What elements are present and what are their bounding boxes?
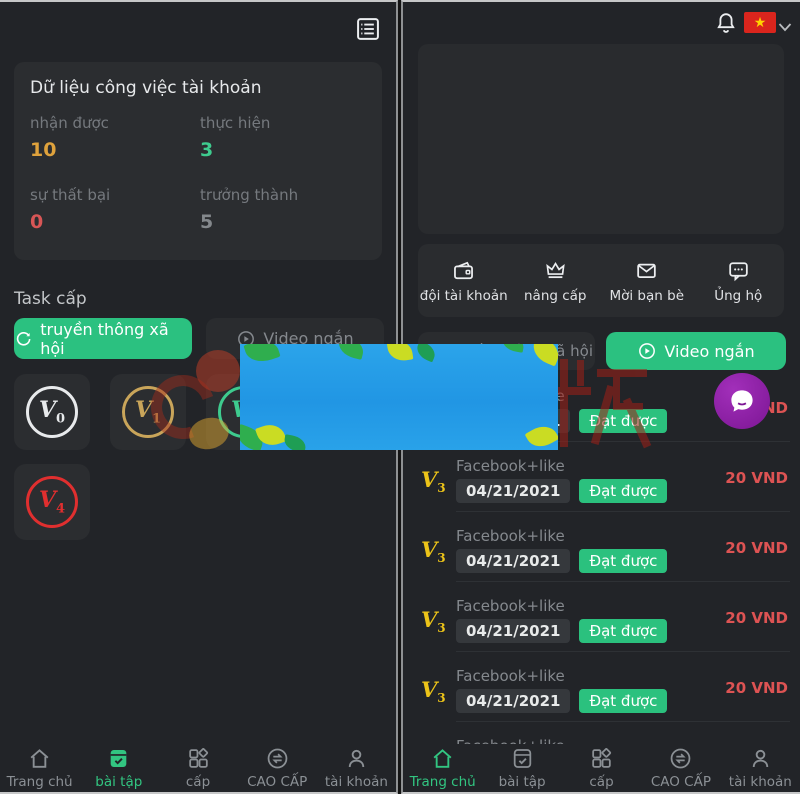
task-row[interactable]: V3 Facebook+like 04/21/2021 Đạt được 20 …: [418, 597, 790, 667]
task-amount: 20 VND: [725, 609, 788, 627]
nav-premium[interactable]: CAO CẤP: [238, 744, 317, 792]
leaf-icon: [386, 344, 414, 363]
leaf-icon: [336, 344, 366, 360]
task-status-badge[interactable]: Đạt được: [579, 479, 668, 503]
task-date: 04/21/2021: [456, 689, 571, 713]
tab-short-video[interactable]: Video ngắn: [606, 332, 786, 370]
wallet-icon: [454, 261, 474, 279]
nav-account[interactable]: tài khoản: [317, 744, 396, 792]
star-icon: ★: [753, 14, 767, 31]
tab-social-media[interactable]: truyền thông xã hội: [14, 318, 192, 359]
chat-bubble-icon: [731, 390, 753, 412]
action-support[interactable]: Ủng hộ: [693, 258, 785, 304]
user-icon: [348, 749, 365, 768]
row-divider: [456, 721, 790, 722]
tasks-icon: [110, 749, 127, 768]
tasks-icon: [513, 749, 531, 768]
task-status-badge[interactable]: Đạt được: [579, 409, 668, 433]
v3-level-icon: V3: [421, 467, 446, 496]
mail-icon: [637, 263, 656, 278]
v3-level-icon: V3: [421, 537, 446, 566]
task-row[interactable]: V3 Facebook+like 04/21/2021 Đạt được 20 …: [418, 527, 790, 597]
v3-level-icon: V3: [421, 607, 446, 636]
chat-icon: [729, 261, 748, 281]
chat-fab-button[interactable]: [714, 373, 770, 429]
right-bottom-nav: Trang chủ bài tập cấp: [403, 744, 800, 792]
task-status-badge[interactable]: Đạt được: [579, 689, 668, 713]
task-amount: 20 VND: [725, 469, 788, 487]
nav-tasks[interactable]: bài tập: [79, 744, 158, 792]
user-icon: [752, 749, 769, 768]
v0-badge-icon: V0: [26, 386, 78, 438]
overlay-image: [240, 344, 558, 450]
action-invite-friends[interactable]: Mời bạn bè: [601, 258, 693, 304]
stats-card-title: Dữ liệu công việc tài khoản: [30, 78, 262, 98]
task-status-badge[interactable]: Đạt được: [579, 619, 668, 643]
task-date: 04/21/2021: [456, 619, 571, 643]
tab-video-label: Video ngắn: [263, 329, 354, 348]
v1-badge-icon: V1: [122, 386, 174, 438]
right-screen: ★ đội tài khoản nâng cấp: [401, 0, 800, 794]
stat-matured: trưởng thành 5: [200, 186, 299, 233]
nav-levels[interactable]: cấp: [562, 744, 641, 792]
leaf-icon: [524, 420, 558, 450]
level-card-v1[interactable]: V1: [110, 374, 186, 450]
v3-level-icon: V3: [421, 677, 446, 706]
leaf-icon: [528, 344, 558, 367]
grid-icon: [188, 748, 208, 768]
notification-bell-button[interactable]: [714, 11, 738, 37]
task-list-button[interactable]: [353, 14, 383, 44]
stat-failed: sự thất bại 0: [30, 186, 111, 233]
action-account-team[interactable]: đội tài khoản: [418, 258, 510, 304]
tab-video-label: Video ngắn: [664, 341, 755, 361]
stat-performed: thực hiện 3: [200, 114, 271, 161]
action-upgrade[interactable]: nâng cấp: [510, 258, 602, 304]
leaf-icon: [413, 344, 439, 363]
task-level-section-title: Task cấp: [14, 289, 87, 309]
banner-placeholder: [418, 44, 784, 234]
home-icon: [30, 749, 49, 768]
task-status-badge[interactable]: Đạt được: [579, 549, 668, 573]
task-amount: 20 VND: [725, 679, 788, 697]
stat-received: nhận được 10: [30, 114, 109, 161]
leaf-icon: [243, 344, 281, 367]
grid-icon: [592, 748, 612, 768]
premium-icon: [267, 748, 288, 769]
leaf-icon: [282, 434, 308, 450]
nav-account[interactable]: tài khoản: [721, 744, 800, 792]
quick-actions-card: đội tài khoản nâng cấp Mời bạn bè: [418, 244, 784, 317]
chevron-down-icon[interactable]: [778, 17, 792, 36]
row-divider: [456, 651, 790, 652]
crown-icon: [546, 261, 565, 278]
nav-home[interactable]: Trang chủ: [403, 744, 482, 792]
bell-icon: [717, 13, 735, 33]
nav-premium[interactable]: CAO CẤP: [641, 744, 720, 792]
left-bottom-nav: Trang chủ bài tập cấp: [0, 744, 396, 792]
tab-social-label: truyền thông xã hội: [40, 319, 169, 358]
task-date: 04/21/2021: [456, 479, 571, 503]
nav-tasks[interactable]: bài tập: [482, 744, 561, 792]
level-card-v4[interactable]: V4: [14, 464, 90, 540]
task-row[interactable]: V3 Facebook+like 04/21/2021 Đạt được 20 …: [418, 667, 790, 737]
list-icon: [357, 18, 379, 40]
account-stats-card: Dữ liệu công việc tài khoản nhận được 10…: [14, 62, 382, 260]
row-divider: [456, 581, 790, 582]
row-divider: [456, 511, 790, 512]
premium-icon: [671, 748, 691, 769]
language-flag-vietnam[interactable]: ★: [744, 12, 776, 33]
nav-levels[interactable]: cấp: [158, 744, 237, 792]
left-screen: Dữ liệu công việc tài khoản nhận được 10…: [0, 0, 398, 794]
home-icon: [433, 749, 452, 768]
level-card-v0[interactable]: V0: [14, 374, 90, 450]
refresh-icon: [16, 331, 31, 346]
task-amount: 20 VND: [725, 539, 788, 557]
leaf-icon: [500, 344, 526, 353]
nav-home[interactable]: Trang chủ: [0, 744, 79, 792]
play-icon: [639, 343, 656, 359]
task-row[interactable]: V3 Facebook+like 04/21/2021 Đạt được 20 …: [418, 457, 790, 527]
task-date: 04/21/2021: [456, 549, 571, 573]
v4-badge-icon: V4: [26, 476, 78, 528]
